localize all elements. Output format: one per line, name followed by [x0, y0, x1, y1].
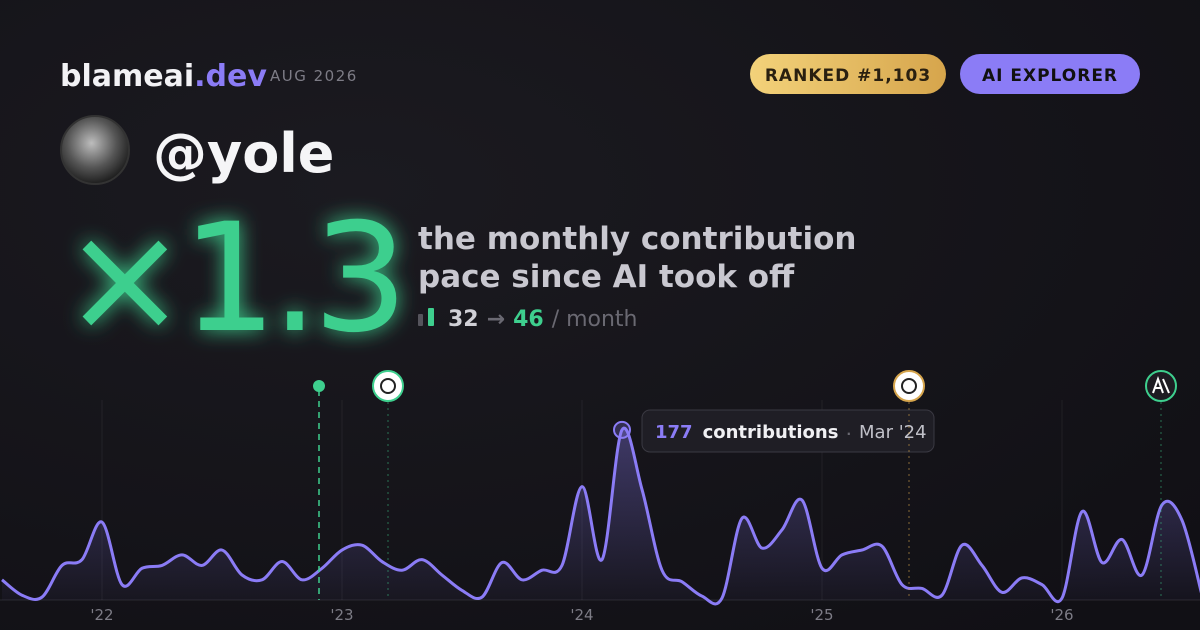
brand: blameai.dev — [60, 59, 267, 94]
chart: '22 '23 '24 '25 '26 177 contributions · Mar '24 — [0, 400, 1200, 624]
event-icon — [893, 370, 925, 402]
handle: @yole — [153, 122, 334, 185]
pace-before: 32 — [448, 307, 479, 332]
multiplier: ×1.3 — [62, 192, 402, 366]
event-icon-glyph — [380, 378, 396, 394]
date: AUG 2026 — [270, 67, 358, 85]
x-tick-label: '26 — [1050, 606, 1073, 624]
tier-badge — [960, 54, 1140, 94]
pace-unit: / month — [552, 307, 638, 332]
brand-name: blameai — [60, 59, 194, 94]
x-tick-label: '25 — [810, 606, 833, 624]
event-icon-glyph — [1152, 376, 1170, 394]
rank-badge-text: RANKED #1,103 — [765, 66, 931, 86]
line — [1, 426, 1200, 606]
pace: 32 → 46 / month — [448, 307, 638, 332]
event-icon — [372, 370, 404, 402]
x-tick-label: '23 — [330, 606, 353, 624]
event-dot — [313, 380, 325, 392]
tooltip-label: contributions — [703, 422, 839, 443]
pace-icon — [428, 308, 434, 326]
pace-arrow: → — [487, 307, 505, 332]
pace-after: 46 — [513, 307, 544, 332]
tooltip-text: 177 contributions · Mar '24 — [655, 422, 927, 443]
description-line: the monthly contribution — [418, 221, 856, 257]
description-line: pace since AI took off — [418, 259, 795, 295]
peak-marker — [613, 420, 631, 439]
brand-tld: .dev — [194, 59, 267, 94]
tier-badge-text: AI EXPLORER — [982, 66, 1118, 86]
tooltip-date: Mar '24 — [859, 422, 927, 443]
event-icon-glyph — [901, 378, 917, 394]
tooltip-sep: · — [846, 427, 851, 441]
rank-badge — [750, 54, 946, 94]
x-tick-label: '24 — [570, 606, 593, 624]
x-tick-label: '22 — [90, 606, 113, 624]
pace-icon — [418, 314, 423, 326]
tooltip — [641, 409, 935, 453]
tooltip-value: 177 — [655, 422, 693, 443]
avatar — [60, 115, 130, 185]
